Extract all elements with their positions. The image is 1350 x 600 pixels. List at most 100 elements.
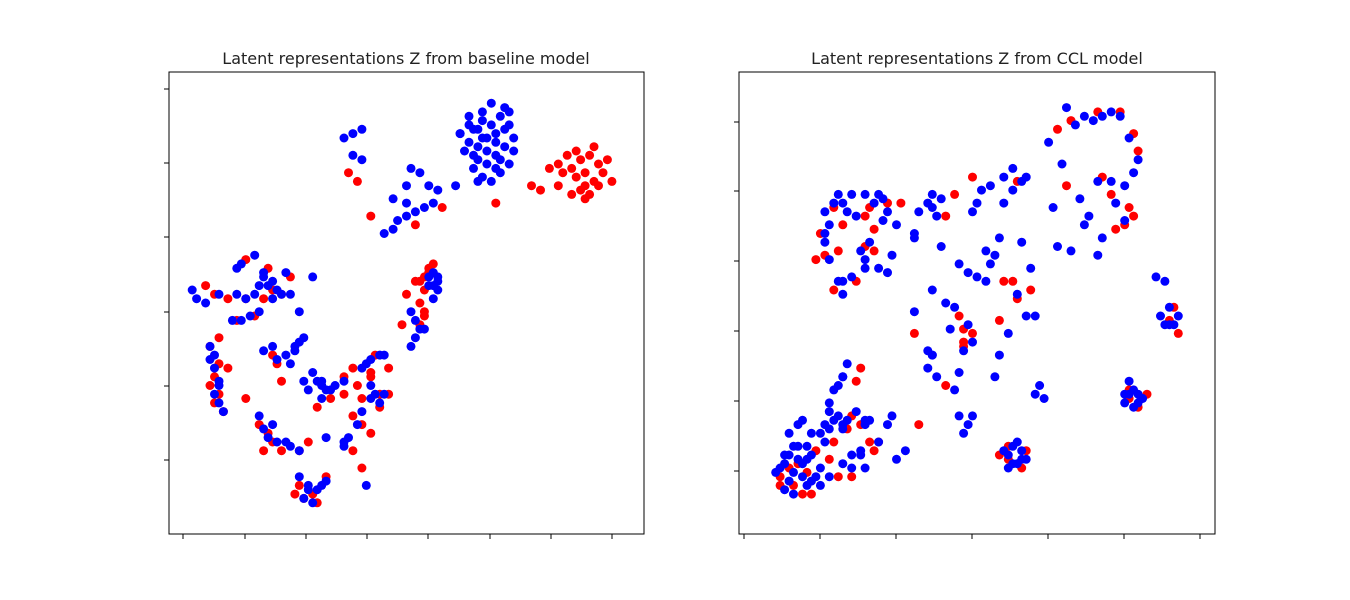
ccl-point-s1-79: [784, 476, 794, 486]
baseline-point-s1-27: [495, 155, 505, 165]
ccl-point-s1-188: [909, 233, 919, 243]
ccl-point-s0-17: [896, 198, 906, 208]
baseline-point-s0-96: [290, 489, 300, 499]
ccl-point-s1-32: [1012, 289, 1022, 299]
baseline-point-s1-112: [281, 350, 291, 360]
ccl-point-s0-75: [914, 420, 924, 430]
baseline-point-s1-76: [232, 289, 242, 299]
baseline-point-s1-156: [294, 472, 304, 482]
ccl-point-s0-33: [968, 328, 977, 338]
ccl-point-s0-38: [1026, 285, 1036, 295]
baseline-points: [187, 98, 617, 508]
baseline-point-s1-83: [245, 311, 255, 321]
ccl-point-s1-164: [860, 189, 870, 199]
baseline-point-s1-70: [419, 324, 429, 334]
ccl-x-ticks: [743, 534, 1201, 539]
baseline-point-s1-36: [464, 111, 474, 121]
ccl-point-s1-23: [1048, 203, 1058, 212]
baseline-point-s0-41: [366, 211, 376, 221]
ccl-point-s1-22: [1066, 246, 1076, 256]
ccl-point-s1-24: [1053, 242, 1062, 251]
baseline-point-s1-120: [268, 420, 278, 430]
baseline-point-s0-19: [567, 189, 577, 199]
ccl-point-s1-126: [999, 446, 1009, 456]
baseline-point-s1-116: [254, 411, 264, 421]
baseline-point-s1-77: [241, 294, 251, 304]
baseline-point-s0-0: [571, 172, 581, 182]
ccl-point-s1-107: [815, 480, 825, 490]
baseline-point-s1-20: [464, 120, 474, 130]
ccl-point-s1-82: [798, 472, 807, 482]
baseline-point-s1-56: [348, 129, 358, 139]
baseline-point-s0-99: [352, 381, 362, 390]
baseline-point-s1-75: [214, 289, 224, 299]
ccl-point-s0-71: [909, 328, 919, 338]
baseline-point-s1-4: [464, 137, 474, 147]
ccl-scatter-panel: Latent representations Z from CCL model: [734, 49, 1216, 539]
baseline-point-s1-95: [285, 289, 295, 299]
baseline-point-s1-106: [218, 407, 228, 417]
ccl-point-s0-57: [806, 489, 816, 499]
ccl-point-s0-25: [833, 246, 843, 256]
ccl-point-s0-14: [968, 172, 977, 182]
baseline-point-s1-119: [272, 437, 282, 447]
ccl-point-s1-34: [1030, 311, 1040, 321]
baseline-point-s1-92: [281, 268, 291, 278]
baseline-point-s0-78: [339, 389, 349, 399]
baseline-point-s1-3: [495, 111, 505, 121]
baseline-point-s0-17: [553, 159, 563, 169]
ccl-point-s1-42: [972, 272, 982, 282]
baseline-point-s1-104: [210, 389, 219, 399]
ccl-point-s1-41: [981, 276, 991, 286]
baseline-point-s1-54: [357, 155, 367, 165]
ccl-point-s1-170: [833, 189, 843, 199]
baseline-point-s1-5: [473, 142, 483, 152]
ccl-point-s1-91: [780, 485, 790, 495]
ccl-point-s1-43: [985, 259, 995, 269]
ccl-point-s1-26: [1017, 237, 1027, 247]
baseline-point-s1-99: [308, 272, 318, 282]
ccl-point-s1-130: [1120, 398, 1130, 408]
baseline-point-s0-42: [437, 203, 447, 212]
baseline-point-s0-64: [241, 394, 251, 403]
baseline-point-s1-2: [486, 120, 496, 130]
baseline-point-s1-29: [486, 98, 496, 108]
ccl-point-s1-9: [1133, 155, 1143, 165]
ccl-point-s1-2: [1070, 120, 1080, 130]
baseline-point-s1-26: [482, 146, 492, 156]
baseline-point-s1-134: [317, 394, 327, 403]
ccl-point-s0-66: [833, 472, 843, 482]
baseline-point-s0-46: [223, 294, 233, 304]
baseline-point-s0-88: [366, 428, 376, 438]
baseline-point-s1-44: [388, 194, 398, 204]
ccl-point-s0-72: [954, 311, 964, 321]
ccl-point-s1-116: [833, 381, 843, 390]
baseline-point-s0-10: [562, 150, 572, 160]
ccl-point-s1-128: [1012, 437, 1022, 447]
baseline-point-s0-82: [384, 363, 394, 373]
ccl-point-s1-115: [815, 428, 825, 438]
baseline-point-s1-67: [410, 315, 420, 325]
baseline-point-s1-144: [366, 394, 376, 403]
baseline-point-s0-89: [348, 446, 358, 456]
ccl-point-s1-96: [806, 428, 816, 438]
baseline-point-s0-35: [402, 289, 411, 299]
baseline-point-s0-100: [366, 368, 376, 377]
ccl-point-s1-158: [927, 189, 937, 199]
ccl-point-s1-144: [1164, 302, 1174, 312]
ccl-point-s1-38: [1035, 381, 1045, 390]
baseline-point-s0-86: [348, 411, 358, 421]
ccl-point-s1-46: [909, 307, 919, 317]
ccl-point-s1-110: [780, 450, 790, 460]
ccl-point-s0-60: [824, 454, 834, 464]
baseline-point-s1-117: [259, 424, 269, 434]
ccl-point-s1-194: [820, 229, 830, 238]
ccl-point-s1-14: [1120, 181, 1130, 191]
ccl-point-s1-6: [1106, 107, 1116, 117]
ccl-point-s1-0: [1044, 137, 1054, 147]
baseline-point-s0-37: [428, 259, 438, 269]
ccl-point-s1-167: [842, 207, 852, 217]
baseline-point-s1-78: [250, 289, 260, 299]
ccl-point-s0-61: [829, 437, 839, 447]
baseline-point-s0-79: [357, 394, 367, 403]
